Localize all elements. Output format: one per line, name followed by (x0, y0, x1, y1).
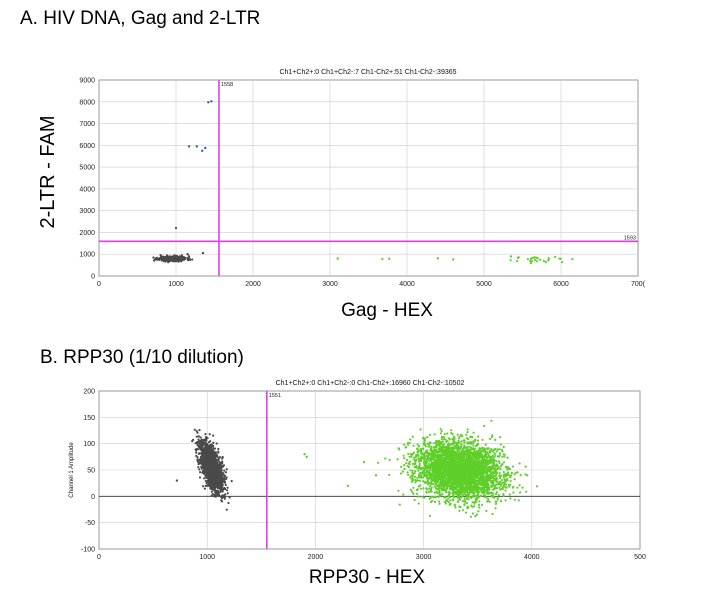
droplet-point (560, 261, 564, 264)
droplet-point (175, 260, 178, 263)
y-tick-label: 2000 (79, 230, 95, 237)
droplet-point (204, 146, 207, 150)
y-tick-label: 9000 (79, 78, 95, 85)
droplet-point (207, 101, 210, 104)
droplet-point (152, 256, 155, 259)
droplet-point (516, 260, 519, 263)
droplet-point (171, 255, 174, 259)
droplet-point (157, 257, 160, 260)
x-tick-label: 3000 (322, 281, 338, 288)
x-tick-label: 4000 (399, 281, 415, 288)
x-tick-label: 6000 (553, 281, 569, 288)
droplet-point (182, 255, 185, 259)
x-threshold-label: 1558 (221, 82, 233, 88)
droplet-point (173, 259, 176, 262)
droplet-point (534, 256, 538, 259)
droplet-point (381, 257, 384, 261)
y-tick-label: 7000 (79, 121, 95, 128)
droplet-point (200, 149, 204, 152)
x-tick-label: 2000 (245, 281, 261, 288)
droplet-point (201, 251, 205, 255)
y-tick-label: 5000 (79, 165, 95, 172)
droplet-point (210, 100, 213, 103)
droplet-point (167, 258, 171, 261)
x-tick-label: 700( (631, 281, 646, 288)
droplet-point (388, 257, 391, 260)
droplet-point (336, 257, 339, 260)
y-threshold-label: 1593 (624, 235, 636, 241)
droplet-point (160, 257, 164, 260)
droplet-point (535, 260, 539, 263)
droplet-point (153, 258, 156, 261)
droplet-point (526, 258, 530, 261)
y-tick-label: 6000 (79, 143, 95, 150)
y-tick-label: 8000 (79, 99, 95, 106)
droplet-point (176, 256, 179, 259)
droplet-point (195, 145, 198, 148)
droplet-point (164, 257, 167, 260)
droplet-point (187, 259, 190, 262)
plot-area (98, 79, 639, 277)
droplet-point (187, 145, 191, 148)
droplet-point (159, 254, 162, 257)
droplet-point (517, 256, 520, 259)
droplet-point (509, 255, 513, 258)
droplet-point (539, 258, 542, 261)
droplet-point (171, 258, 174, 261)
droplet-point (529, 262, 533, 265)
droplet-point (547, 257, 550, 260)
y-tick-label: 3000 (79, 208, 95, 215)
droplet-point (544, 261, 548, 264)
droplet-point (571, 258, 574, 261)
droplet-point (530, 257, 533, 260)
droplet-point (531, 260, 534, 263)
droplet-point (533, 258, 537, 261)
x-tick-label: 1000 (168, 281, 184, 288)
droplet-point (183, 258, 186, 261)
droplet-point (509, 259, 512, 262)
droplet-point (558, 257, 561, 260)
x-tick-label: 0 (97, 281, 101, 288)
droplet-point (188, 255, 191, 258)
panel-a-droplet-counts-header: Ch1+Ch2+:0 Ch1+Ch2-:7 Ch1-Ch2+:51 Ch1-Ch… (279, 69, 456, 76)
droplet-point (178, 257, 181, 260)
droplet-point (452, 258, 455, 261)
droplet-point (191, 258, 194, 261)
y-tick-label: 0 (91, 274, 95, 281)
y-tick-label: 4000 (79, 186, 95, 193)
panel-a-grid (98, 79, 639, 277)
x-tick-label: 5000 (476, 281, 492, 288)
droplet-point (542, 259, 546, 263)
droplet-point (174, 226, 178, 230)
droplet-point (436, 257, 439, 260)
droplet-point (186, 253, 189, 256)
droplet-point (554, 255, 557, 259)
y-tick-label: 1000 (79, 252, 95, 259)
